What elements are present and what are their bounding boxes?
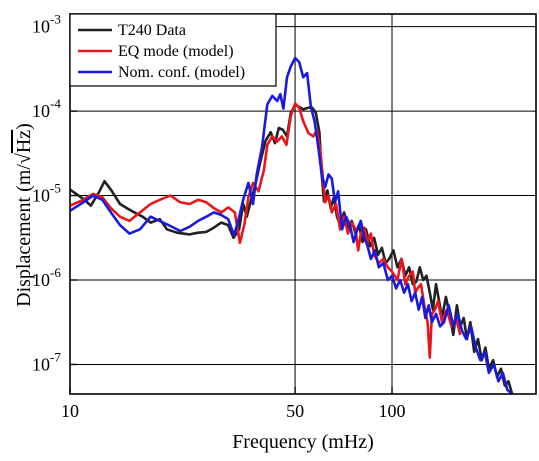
series-line-2 [69,56,513,395]
y-tick-label: 10-6 [32,265,61,290]
x-axis: 10 50 100 [61,387,406,421]
y-tick-label: 10-3 [32,12,61,37]
x-tick-label: 100 [379,401,406,421]
plot-frame [69,13,537,395]
y-axis-title-main: Displacement (m/ [13,164,35,307]
x-tick-label: 10 [61,401,79,421]
series-group [69,56,514,395]
y-tick-label: 10-7 [32,349,61,374]
y-tick-label: 10-5 [32,181,61,206]
legend: T240 Data EQ mode (model) Nom. conf. (mode… [69,13,277,87]
sqrt-radical: √ [13,153,35,164]
x-tick-label: 50 [286,401,304,421]
svg-text:Displacement (m/√Hz): Displacement (m/√Hz) [13,123,35,307]
x-axis-title: Frequency (mHz) [232,431,374,453]
y-axis-title: Displacement (m/√Hz) [13,123,35,307]
legend-label-1: EQ mode (model) [118,43,234,60]
legend-label-2: Nom. conf. (model) [118,64,245,81]
y-tick-label: 10-4 [32,96,61,121]
y-axis-title-close: ) [13,123,35,130]
legend-label-0: T240 Data [118,22,186,39]
y-axis-title-sqrt-arg: Hz [13,130,35,153]
